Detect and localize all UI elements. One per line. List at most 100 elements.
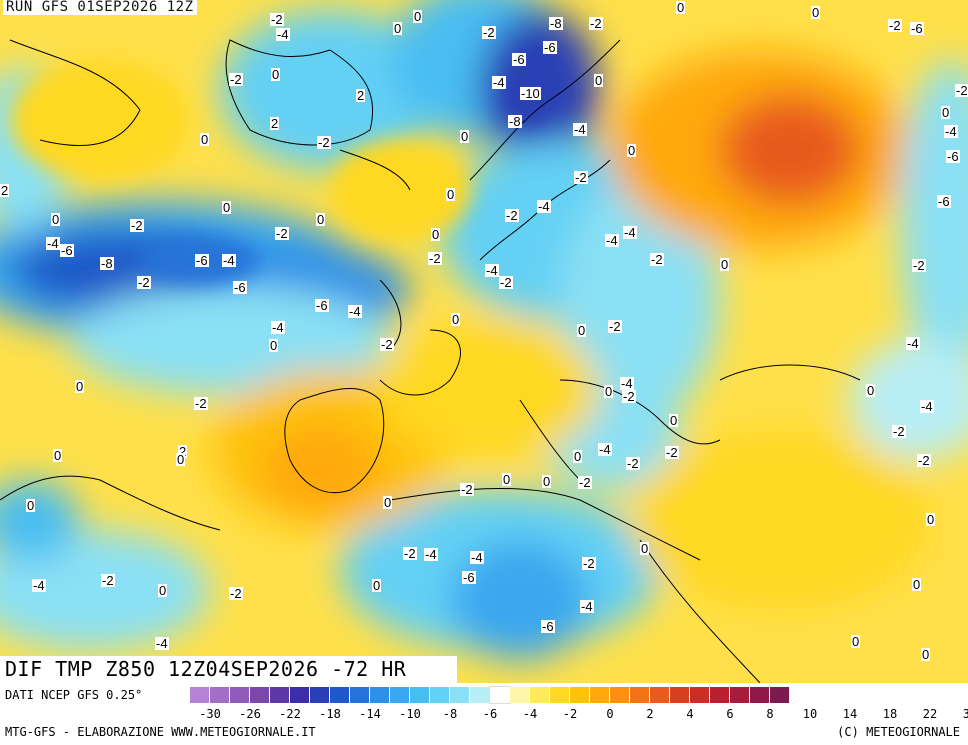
contour-label: -2 <box>574 170 588 185</box>
map-title: DIF TMP Z850 12Z04SEP2026 -72 HR <box>5 657 407 681</box>
contour-label: -6 <box>512 52 526 67</box>
color-scale <box>190 686 790 704</box>
contour-label: -2 <box>955 83 968 98</box>
contour-label: -4 <box>424 547 438 562</box>
color-scale-tick-label: -18 <box>319 707 341 721</box>
color-scale-tick-label: 22 <box>922 707 938 721</box>
contour-label: -6 <box>910 21 924 36</box>
color-swatch <box>250 687 270 703</box>
color-scale-tick-label: 10 <box>802 707 818 721</box>
map-title-box: DIF TMP Z850 12Z04SEP2026 -72 HR <box>0 656 457 683</box>
contour-label: -4 <box>920 399 934 414</box>
contour-label: -4 <box>222 253 236 268</box>
color-scale-tick-label: 4 <box>686 707 694 721</box>
contour-label: 0 <box>640 541 650 556</box>
contour-label: -2 <box>194 396 208 411</box>
color-scale-tick-label: -30 <box>199 707 221 721</box>
contour-label: -4 <box>620 376 634 391</box>
contour-label: -2 <box>229 72 243 87</box>
contour-label: 0 <box>158 583 168 598</box>
left-credit: MTG-GFS - ELABORAZIONE WWW.METEOGIORNALE… <box>5 725 316 739</box>
contour-label: 0 <box>26 498 36 513</box>
contour-label: -2 <box>888 18 902 33</box>
contour-label: 0 <box>431 227 441 242</box>
color-swatch <box>530 687 550 703</box>
contour-label: -4 <box>276 27 290 42</box>
color-swatch <box>210 687 230 703</box>
contour-label: 0 <box>851 634 861 649</box>
color-swatch <box>670 687 690 703</box>
contour-label: -2 <box>229 586 243 601</box>
color-swatch <box>489 686 511 704</box>
contour-label: -4 <box>155 636 169 651</box>
color-swatch <box>550 687 570 703</box>
contour-label: -2 <box>428 251 442 266</box>
contour-label: 0 <box>921 647 931 662</box>
color-scale-tick-label: 2 <box>646 707 654 721</box>
contour-label: 0 <box>577 323 587 338</box>
contour-label: 0 <box>75 379 85 394</box>
contour-label: -2 <box>582 556 596 571</box>
contour-label: -2 <box>626 456 640 471</box>
color-swatch <box>370 687 390 703</box>
color-swatch <box>190 687 210 703</box>
contour-label: 0 <box>926 512 936 527</box>
contour-label: 0 <box>413 9 423 24</box>
contour-label: -2 <box>917 453 931 468</box>
color-swatch <box>710 687 730 703</box>
contour-label: 0 <box>594 73 604 88</box>
color-swatch <box>650 687 670 703</box>
color-scale-tick-label: -22 <box>279 707 301 721</box>
contour-label: -4 <box>537 199 551 214</box>
contour-label: 0 <box>271 67 281 82</box>
color-swatch <box>510 687 530 703</box>
contour-label: 0 <box>446 187 456 202</box>
contour-label: 0 <box>460 129 470 144</box>
contour-label: -4 <box>623 225 637 240</box>
color-scale-tick-label: 0 <box>606 707 614 721</box>
contour-label: -4 <box>46 236 60 251</box>
color-swatch <box>630 687 650 703</box>
contour-label: 0 <box>502 472 512 487</box>
color-scale-tick-label: 6 <box>726 707 734 721</box>
contour-label: 0 <box>573 449 583 464</box>
contour-label: -2 <box>137 275 151 290</box>
contour-label: -2 <box>912 258 926 273</box>
contour-label: -2 <box>130 218 144 233</box>
data-source: DATI NCEP GFS 0.25° <box>5 688 143 702</box>
contour-label: 0 <box>720 257 730 272</box>
color-scale-tick-label: -26 <box>239 707 261 721</box>
contour-label: -8 <box>100 256 114 271</box>
contour-label: -2 <box>275 226 289 241</box>
color-swatch <box>470 687 490 703</box>
color-swatch <box>770 687 790 703</box>
contour-label: 2 <box>270 116 280 131</box>
contour-label: -6 <box>233 280 247 295</box>
contour-label: 2 <box>0 183 10 198</box>
contour-label: 0 <box>393 21 403 36</box>
contour-label: 0 <box>912 577 922 592</box>
contour-label: -4 <box>580 599 594 614</box>
contour-label: -6 <box>543 40 557 55</box>
contour-label: -2 <box>317 135 331 150</box>
contour-label: 0 <box>383 495 393 510</box>
color-swatch <box>270 687 290 703</box>
color-swatch <box>390 687 410 703</box>
contour-label: -6 <box>541 619 555 634</box>
contour-label: 0 <box>669 413 679 428</box>
color-swatch <box>690 687 710 703</box>
color-swatch <box>430 687 450 703</box>
contour-label: -2 <box>380 337 394 352</box>
contour-label: -4 <box>598 442 612 457</box>
contour-label: -8 <box>549 16 563 31</box>
color-scale-tick-label: 30 <box>962 707 968 721</box>
color-scale-tick-label: -8 <box>442 707 458 721</box>
color-scale-tick-label: 8 <box>766 707 774 721</box>
contour-label: 0 <box>53 448 63 463</box>
contour-label: -4 <box>605 233 619 248</box>
contour-label: -4 <box>944 124 958 139</box>
contour-label: 0 <box>866 383 876 398</box>
contour-label: -10 <box>520 86 541 101</box>
contour-label: -2 <box>578 475 592 490</box>
